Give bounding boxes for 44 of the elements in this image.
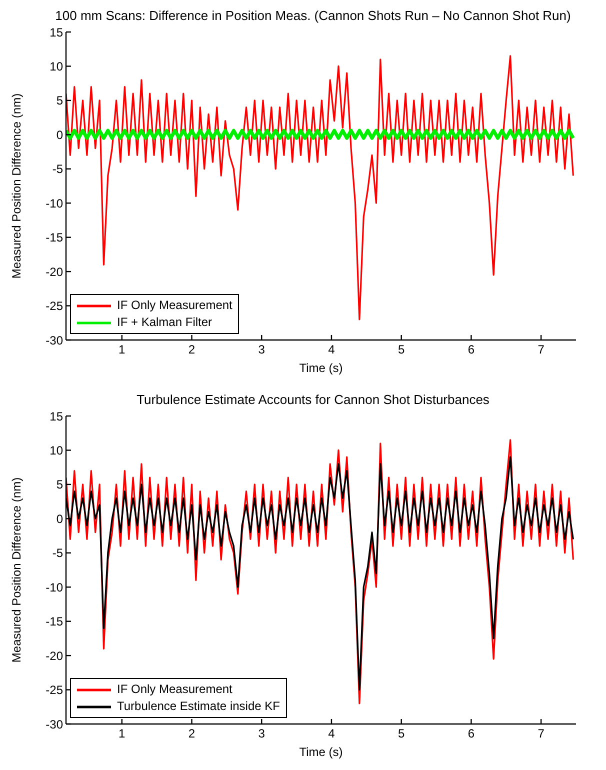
y-tick-label: -5 xyxy=(52,546,64,560)
y-tick-label: -25 xyxy=(46,683,64,698)
y-tick-label: -20 xyxy=(46,648,64,663)
x-tick-label: 3 xyxy=(258,342,266,357)
x-tick-label: 7 xyxy=(538,726,545,741)
x-tick-label: 4 xyxy=(328,342,336,357)
legend-label: IF + Kalman Filter xyxy=(117,314,212,331)
x-tick-label: 5 xyxy=(398,726,405,741)
x-axis-title: Time (s) xyxy=(299,745,343,759)
x-tick-label: 6 xyxy=(468,342,475,357)
y-tick-label: 15 xyxy=(50,409,64,424)
x-tick-label: 1 xyxy=(118,726,126,741)
x-tick-label: 4 xyxy=(328,726,336,741)
y-tick-label: 5 xyxy=(56,94,64,108)
y-axis-title: Measured Position Difference (nm) xyxy=(9,477,24,663)
y-tick-label: -30 xyxy=(46,333,64,348)
x-tick-label: 2 xyxy=(188,726,196,741)
x-tick-label: 2 xyxy=(188,342,196,357)
y-tick-label: -30 xyxy=(46,717,64,732)
x-tick-label: 5 xyxy=(398,342,405,357)
x-tick-label: 7 xyxy=(538,342,545,357)
x-tick-label: 3 xyxy=(258,726,266,741)
y-tick-label: 15 xyxy=(50,25,64,40)
legend-label: IF Only Measurement xyxy=(117,297,232,314)
y-tick-label: 0 xyxy=(56,128,64,142)
y-tick-label: -15 xyxy=(46,230,64,245)
y-tick-label: 5 xyxy=(56,478,64,492)
y-tick-label: 10 xyxy=(50,443,64,458)
y-tick-label: 10 xyxy=(50,59,64,74)
y-tick-label: -10 xyxy=(46,196,64,210)
x-tick-label: 1 xyxy=(118,342,126,357)
legend-label: IF Only Measurement xyxy=(117,681,232,698)
y-tick-label: -15 xyxy=(46,614,64,629)
y-tick-label: -20 xyxy=(46,264,64,279)
y-tick-label: 0 xyxy=(56,512,64,526)
x-axis-title: Time (s) xyxy=(299,361,343,375)
chart-title: Turbulence Estimate Accounts for Cannon Shot Disturbances xyxy=(136,392,490,409)
y-tick-label: -5 xyxy=(52,162,64,176)
y-tick-label: -25 xyxy=(46,299,64,314)
y-tick-label: -10 xyxy=(46,580,64,594)
y-axis-title: Measured Position Difference (nm) xyxy=(9,93,24,279)
chart-title: 100 mm Scans: Difference in Position Meas. (Cannon Shots Run – No Cannon Shot Run) xyxy=(54,8,572,25)
x-tick-label: 6 xyxy=(468,726,475,741)
legend-label: Turbulence Estimate inside KF xyxy=(117,698,280,715)
